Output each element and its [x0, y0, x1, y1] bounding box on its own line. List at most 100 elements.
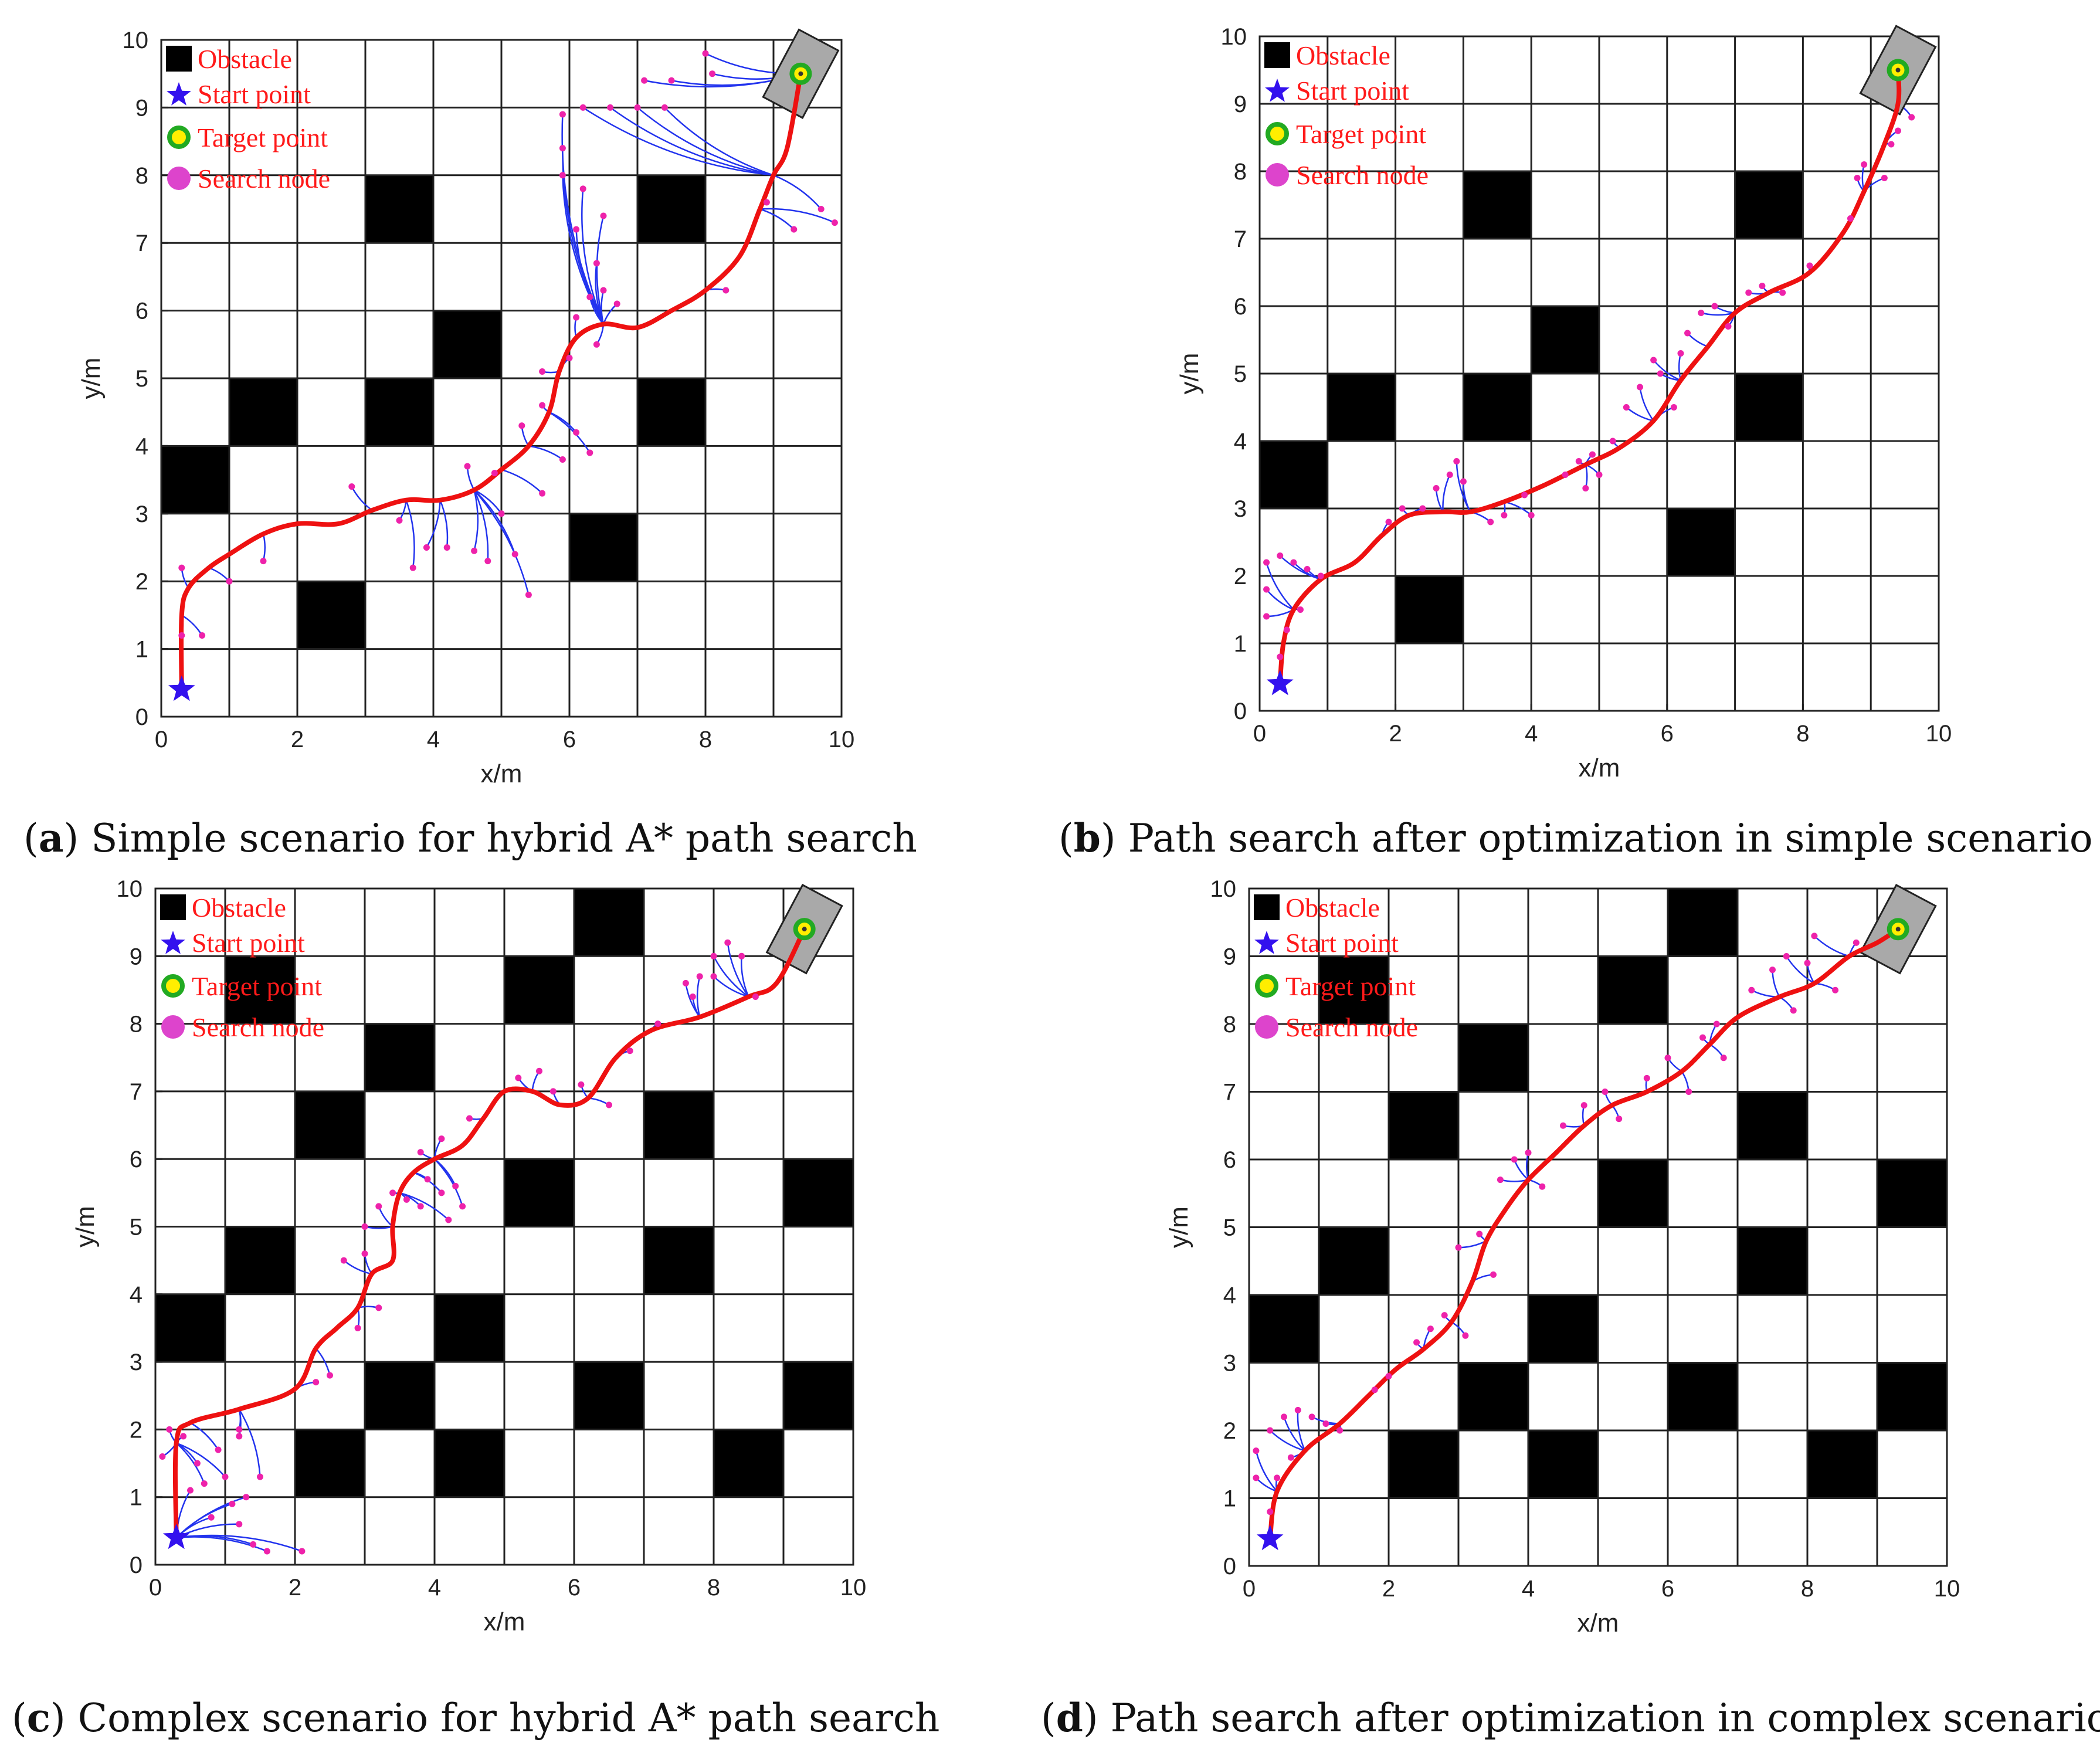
search-node-point	[1783, 953, 1790, 959]
search-node-point	[593, 260, 600, 267]
search-node-point	[1636, 384, 1643, 391]
x-tick-label: 2	[1389, 721, 1402, 747]
search-node-point	[702, 50, 709, 57]
search-branch	[175, 1442, 205, 1484]
legend-search-node-swatch	[167, 167, 191, 190]
search-node-point	[1476, 1230, 1483, 1237]
search-branch	[637, 107, 774, 177]
legend-start-swatch	[1254, 931, 1279, 954]
search-node-point	[1501, 512, 1508, 518]
search-node-point	[257, 1473, 263, 1480]
obstacle-cell	[1877, 1362, 1947, 1430]
search-node-point	[1304, 566, 1311, 572]
y-tick-label: 2	[1223, 1418, 1236, 1444]
obstacle-cell	[225, 956, 295, 1024]
search-node-point	[559, 172, 566, 179]
obstacle-cell	[644, 1226, 714, 1294]
search-node-point	[559, 456, 566, 463]
y-axis-label: y/m	[1165, 1206, 1193, 1248]
search-branch	[773, 174, 822, 210]
search-node-point	[578, 1081, 585, 1088]
search-node-point	[1720, 1054, 1727, 1062]
search-branch	[1751, 989, 1780, 998]
search-node-point	[1684, 330, 1691, 337]
search-node-point	[515, 1074, 522, 1081]
y-axis-label: y/m	[1175, 353, 1204, 395]
search-node-point	[471, 547, 478, 554]
legend-obstacle-swatch	[166, 46, 192, 72]
obstacle-cell	[504, 1159, 574, 1227]
search-node-point	[1582, 485, 1589, 491]
search-node-point	[1560, 1122, 1566, 1129]
search-node-point	[566, 354, 573, 361]
search-branch	[582, 107, 774, 177]
search-node-point	[1525, 1149, 1532, 1156]
obstacle-cell	[569, 513, 637, 582]
search-node-point	[1427, 1325, 1434, 1332]
obstacle-cell	[1389, 1430, 1458, 1498]
y-tick-label: 5	[1223, 1215, 1236, 1241]
obstacle-cell	[783, 1159, 853, 1227]
caption-a: (a) Simple scenario for hybrid A* path s…	[23, 815, 917, 861]
y-tick-label: 10	[123, 28, 149, 53]
x-tick-label: 2	[291, 727, 304, 752]
y-tick-label: 6	[1234, 294, 1247, 320]
search-node-point	[1847, 215, 1854, 222]
search-node-point	[375, 1203, 382, 1210]
x-axis-label: x/m	[1577, 1609, 1619, 1637]
search-node-point	[1413, 1339, 1420, 1346]
obstacle-cell	[644, 1091, 714, 1159]
y-tick-label: 6	[1223, 1147, 1236, 1173]
search-node-point	[1267, 1508, 1274, 1515]
optimal-path-line	[1277, 70, 1902, 684]
search-branch	[1772, 969, 1780, 998]
obstacle-cell	[365, 378, 433, 446]
search-branch	[434, 1158, 463, 1207]
search-node-point	[424, 1176, 431, 1183]
search-node-point	[313, 1379, 320, 1386]
search-node-point	[536, 1067, 542, 1074]
search-node-point	[518, 422, 525, 429]
search-node-point	[1853, 939, 1860, 946]
search-node-point	[600, 287, 607, 294]
y-tick-label: 2	[1234, 564, 1247, 589]
search-node-point	[208, 1514, 215, 1521]
obstacle-cell	[1463, 374, 1532, 441]
legend-label-obstacle: Obstacle	[1285, 893, 1380, 923]
search-branch	[602, 303, 618, 325]
search-node-point	[1283, 626, 1290, 633]
search-branch	[1814, 935, 1850, 957]
legend-label-obstacle: Obstacle	[192, 893, 286, 923]
obstacle-cell	[295, 1091, 365, 1159]
obstacle-cell	[1319, 1227, 1389, 1295]
caption-b: (b) Path search after optimization in si…	[1059, 815, 2093, 861]
obstacle-cell	[637, 175, 705, 243]
search-node-point	[438, 1135, 445, 1142]
obstacle-cell	[1458, 1362, 1528, 1430]
x-tick-label: 4	[1525, 721, 1538, 747]
search-node-point	[626, 1047, 633, 1054]
search-node-point	[417, 1149, 424, 1156]
x-axis-label: x/m	[1579, 754, 1620, 782]
search-node-point	[1888, 141, 1895, 148]
search-node-point	[831, 219, 838, 226]
search-branch	[581, 188, 605, 325]
search-node-point	[1294, 1406, 1301, 1413]
search-node-point	[1446, 472, 1453, 478]
search-branch	[1639, 386, 1654, 422]
search-node-point	[1453, 458, 1460, 464]
search-node-point	[1308, 1413, 1315, 1420]
obstacle-cell	[435, 1294, 504, 1362]
search-node-point	[539, 368, 546, 375]
legend-target-swatch	[161, 974, 185, 998]
search-node-point	[1832, 986, 1839, 994]
search-branch	[713, 975, 749, 998]
y-tick-label: 0	[135, 704, 148, 730]
obstacle-cell	[1598, 1159, 1668, 1228]
y-tick-label: 4	[1223, 1283, 1236, 1308]
search-branch	[413, 1172, 442, 1193]
search-node-point	[1748, 986, 1755, 994]
search-node-point	[511, 551, 518, 558]
search-branch	[727, 942, 749, 998]
